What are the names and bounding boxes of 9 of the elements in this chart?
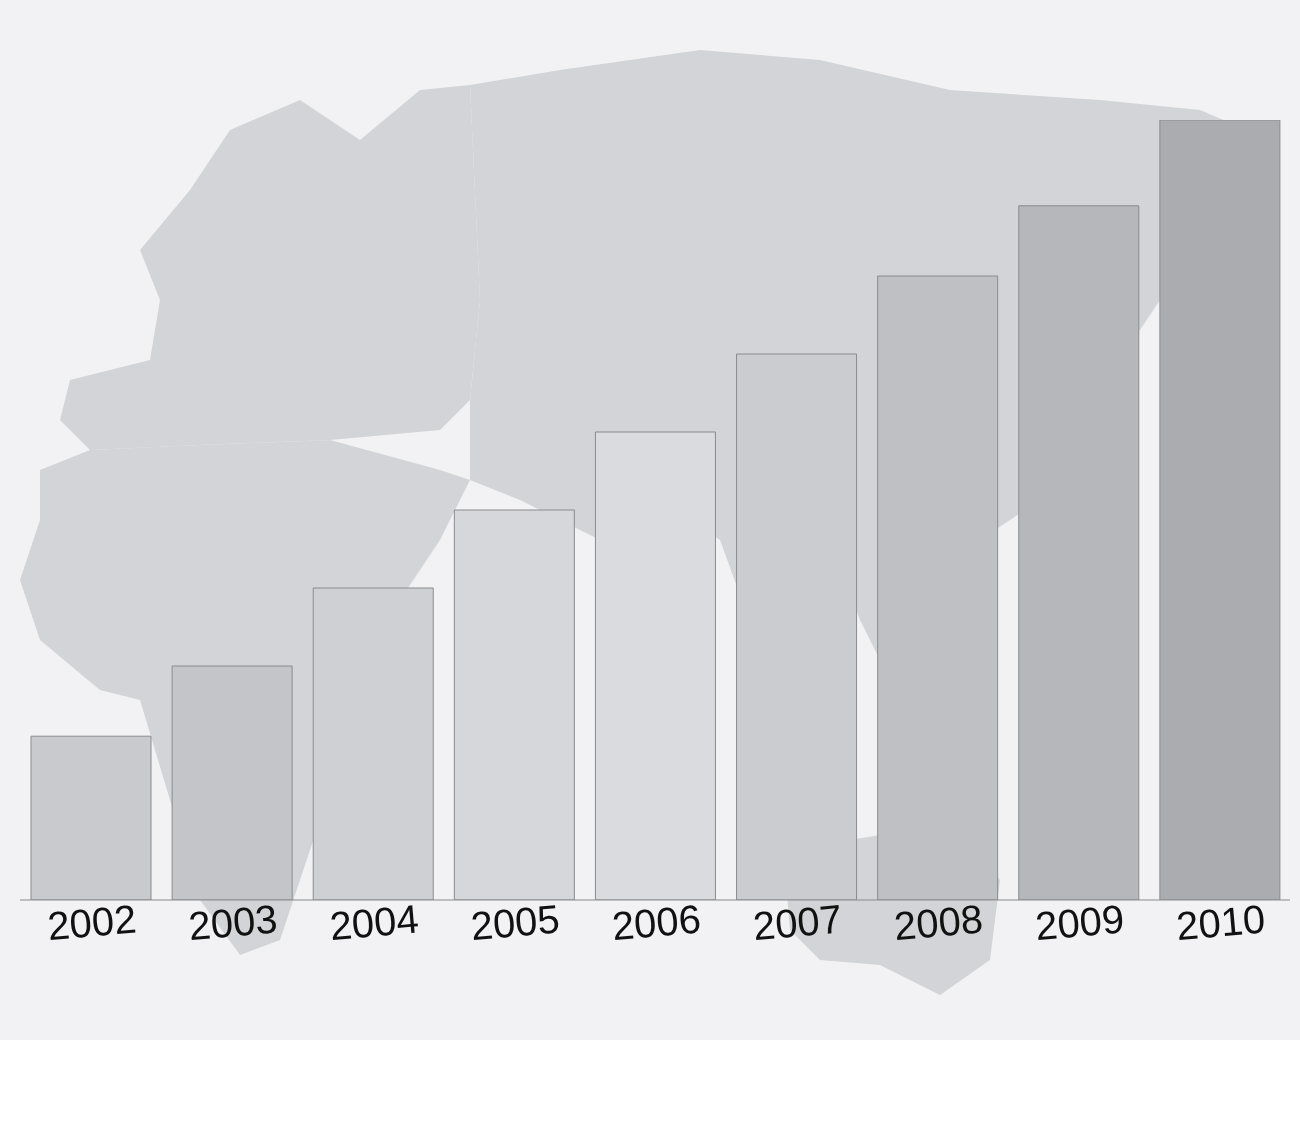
x-tick-label: 2002 xyxy=(45,896,139,949)
x-tick-label: 2010 xyxy=(1174,896,1267,949)
x-tick-label: 2004 xyxy=(327,896,421,949)
x-tick-label: 2003 xyxy=(186,896,280,949)
x-tick-label: 2005 xyxy=(468,896,562,949)
x-tick-label: 2007 xyxy=(751,896,844,949)
x-tick-label: 2006 xyxy=(610,896,703,949)
x-tick-label: 2009 xyxy=(1033,896,1126,949)
x-tick-label: 2008 xyxy=(892,896,985,949)
